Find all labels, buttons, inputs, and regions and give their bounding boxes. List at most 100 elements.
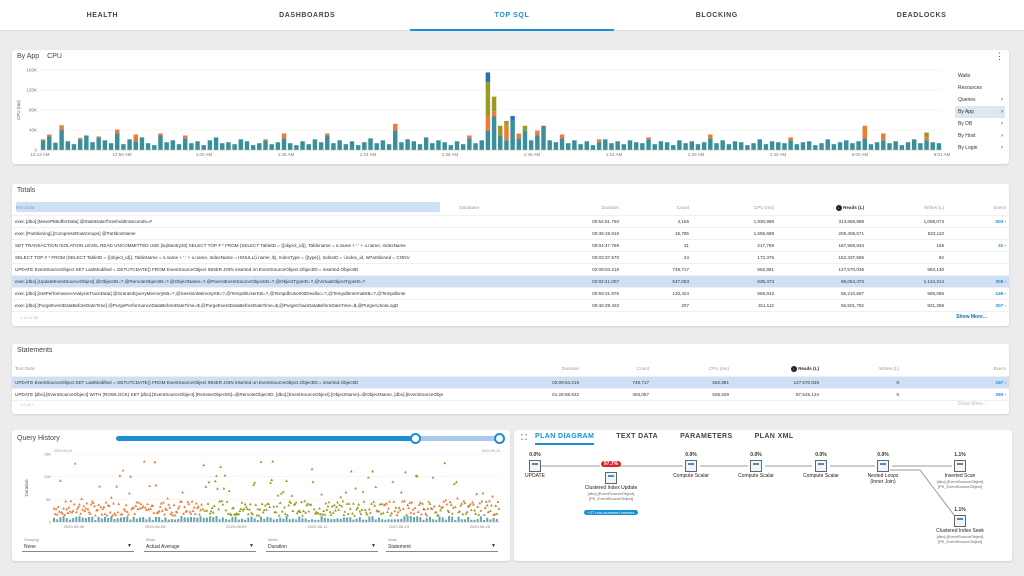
menu-item-resources[interactable]: Resources (955, 82, 1005, 94)
data-point (305, 503, 309, 507)
cell-execs-link[interactable] (947, 251, 1009, 264)
data-point (185, 509, 189, 513)
cell-execs-link[interactable]: 149 › (947, 287, 1009, 300)
cpu-bar-chart: 160K 120K 80K 40K 0 CPU (ms) 12:12 AM 12:50 AM 1… (16, 68, 951, 158)
menu-item-by-host[interactable]: By Host › (955, 130, 1005, 142)
cell-execs-link[interactable]: 207 › (947, 299, 1009, 312)
table-row[interactable]: exec [dbo].[MovePkBufferData] @StaleData… (12, 215, 1009, 228)
column-header[interactable]: Writes (L) (822, 362, 902, 377)
tab-top-sql[interactable]: TOP SQL (409, 0, 615, 31)
plan-node-update[interactable]: 0.0% UPDATE (518, 452, 552, 479)
bar (714, 143, 719, 150)
data-point (387, 506, 390, 510)
menu-item-queries[interactable]: Queries › (955, 94, 1005, 106)
data-point (455, 480, 458, 484)
statements-show-more-link[interactable]: Show More... (957, 401, 987, 407)
column-header[interactable]: Database (442, 201, 482, 216)
expand-icon[interactable]: ⛶ (521, 433, 527, 442)
nonclustered-indexes-badge[interactable]: +27 non-clustered indexes (584, 510, 638, 515)
show-more-link[interactable]: Show More... (956, 314, 987, 320)
data-point (297, 509, 301, 512)
data-point (339, 495, 343, 499)
plan-node-compute-scalar[interactable]: 0.0% Compute Scalar (796, 452, 846, 479)
column-header[interactable]: Count (582, 362, 652, 377)
mode-dropdown[interactable]: Mode Statement ▼ (386, 538, 498, 552)
plan-node-clustered-index-seek[interactable]: 1.1% Clustered Index Seek [dbo].[EventSo… (928, 507, 992, 544)
data-point (97, 503, 100, 506)
data-point (426, 507, 430, 510)
menu-item-waits[interactable]: Waits (955, 70, 1005, 82)
table-row[interactable]: UPDATE [dbo].[EventSourceObject] WITH (R… (12, 388, 1009, 401)
plan-node-compute-scalar[interactable]: 0.0% Compute Scalar (666, 452, 716, 479)
table-row[interactable]: exec [dbo].[SetPerformanceAnalysisTraceD… (12, 287, 1009, 300)
column-header-sorted[interactable]: ↓ Reads (L) (777, 201, 867, 216)
menu-item-by-db[interactable]: By DB › (955, 118, 1005, 130)
y-tick-label: 80K (29, 108, 37, 113)
data-point (479, 509, 483, 512)
table-row[interactable]: SET TRANSACTION ISOLATION LEVEL READ UNC… (12, 239, 1009, 252)
table-row[interactable]: UPDATE EventSourceObject SET LastModifie… (12, 263, 1009, 276)
cell-execs-link[interactable]: 157 › (902, 376, 1009, 389)
range-slider-end-handle[interactable] (494, 433, 505, 444)
column-header[interactable]: Text Data (12, 201, 442, 216)
kebab-menu-icon[interactable]: ⋮ (995, 51, 1004, 61)
tab-parameters[interactable]: PARAMETERS (680, 433, 733, 440)
cell-execs-link[interactable]: 308 › (947, 275, 1009, 288)
plan-node-nested-loops[interactable]: 0.0% Nested Loops (Inner Join) (858, 452, 908, 485)
column-header[interactable]: Count (622, 201, 692, 216)
bar (794, 144, 800, 150)
range-slider-start-handle[interactable] (410, 433, 421, 444)
tab-plan-diagram[interactable]: PLAN DIAGRAM (535, 433, 595, 445)
cell-database (442, 263, 482, 276)
data-point (118, 474, 122, 477)
data-point (300, 500, 303, 504)
tab-health[interactable]: HEALTH (86, 12, 119, 19)
baseline-mark (403, 516, 406, 522)
column-header[interactable]: Writes (L) (867, 201, 947, 216)
data-point (473, 508, 476, 512)
grouping-dropdown[interactable]: Grouping None ▼ (22, 538, 134, 552)
cell-execs-link[interactable]: 503 › (947, 215, 1009, 228)
column-header[interactable]: CPU (ms) (652, 362, 732, 377)
cell-execs-link[interactable] (947, 263, 1009, 276)
bar (584, 141, 589, 150)
tab-deadlocks[interactable]: DEADLOCKS (896, 12, 947, 19)
plan-node-inserted-scan[interactable]: 1.1% Inserted Scan [dbo].[EventSourceObj… (928, 452, 992, 489)
column-header[interactable]: Duration (482, 201, 622, 216)
bar (893, 141, 898, 150)
table-row[interactable]: exec [dbo].[PurgeEventDataBeforeDateTime… (12, 299, 1009, 312)
table-row[interactable]: exec [Partitioning].[CompressRowGroups] … (12, 227, 1009, 240)
tab-plan-xml[interactable]: PLAN XML (754, 433, 794, 440)
table-row[interactable]: UPDATE EventSourceObject SET LastModifie… (12, 376, 1009, 389)
baseline-mark (276, 518, 278, 522)
tab-dashboards[interactable]: DASHBOARDS (279, 12, 336, 19)
column-header[interactable]: Duration (512, 362, 582, 377)
tab-blocking[interactable]: BLOCKING (695, 12, 738, 19)
cell-execs-link[interactable] (947, 227, 1009, 240)
column-header[interactable]: Execs (947, 201, 1009, 216)
data-point (260, 502, 264, 505)
column-header-sorted[interactable]: ↓ Reads (L) (732, 362, 822, 377)
table-row[interactable]: exec [dbo].[UpdateEventSourceObject] @Ob… (12, 275, 1009, 288)
data-point (175, 510, 179, 514)
column-header[interactable]: Execs (902, 362, 1009, 377)
data-point (470, 500, 474, 504)
plan-node-clustered-index-update[interactable]: 97.7% Clustered Index Update [dbo].[Even… (568, 452, 654, 519)
menu-item-by-app[interactable]: By App › (955, 106, 1005, 118)
tab-text-data[interactable]: TEXT DATA (616, 433, 659, 440)
baseline-mark (215, 516, 218, 522)
menu-item-by-login[interactable]: By Login › (955, 142, 1005, 154)
show-dropdown[interactable]: Show Actual Average ▼ (144, 538, 256, 552)
data-point (249, 502, 252, 506)
baseline-mark (269, 517, 272, 522)
column-header[interactable]: Text Data (12, 362, 512, 377)
cell-execs-link[interactable]: 260 › (902, 388, 1009, 401)
column-header[interactable]: CPU (ms) (692, 201, 777, 216)
data-point (407, 506, 411, 510)
metric-dropdown[interactable]: Metric Duration ▼ (266, 538, 378, 552)
baseline-mark (234, 516, 237, 522)
plan-node-compute-scalar[interactable]: 0.0% Compute Scalar (731, 452, 781, 479)
cell-execs-link[interactable]: 31 › (947, 239, 1009, 252)
node-index: [PK_EventSourceObject] (937, 484, 983, 489)
table-row[interactable]: SELECT TOP # * FROM (SELECT TableID = {{… (12, 251, 1009, 264)
